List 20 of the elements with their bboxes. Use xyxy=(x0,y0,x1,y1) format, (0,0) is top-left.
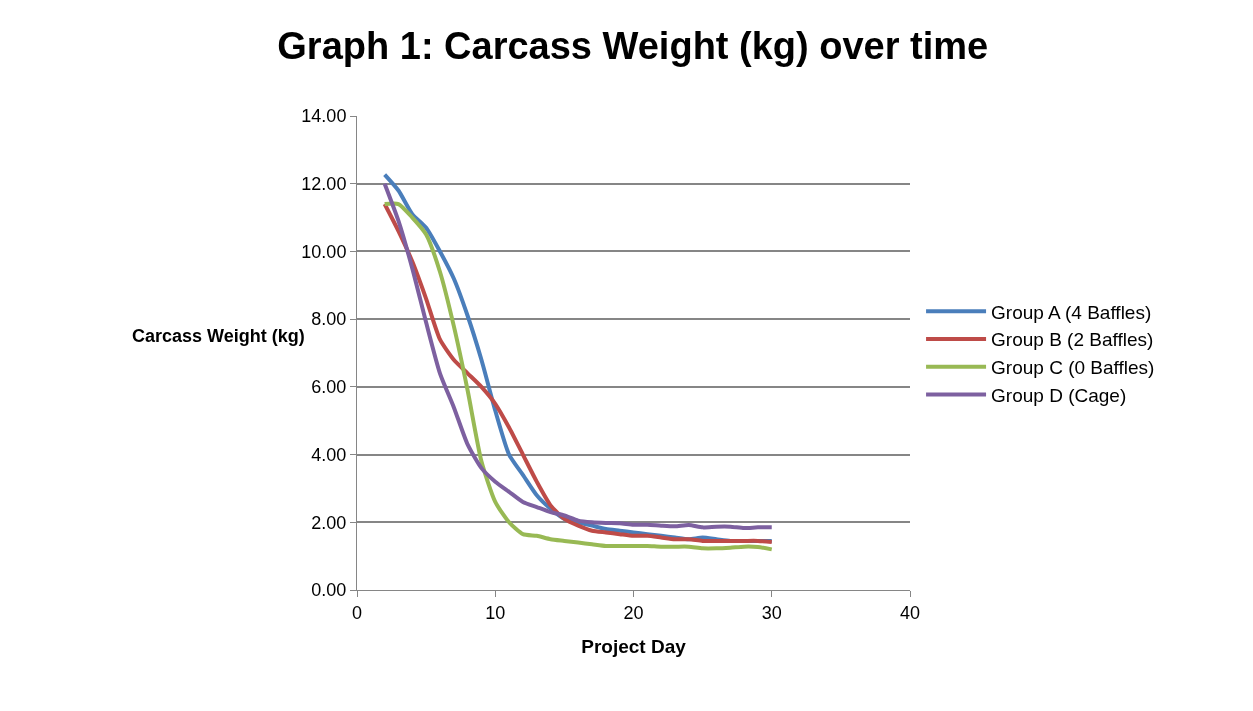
y-tick-label: 14.00 xyxy=(301,106,347,127)
x-tick-label: 20 xyxy=(623,602,644,623)
y-tick-label: 12.00 xyxy=(301,174,347,195)
x-tick-label: 40 xyxy=(899,602,921,623)
legend-label: Group B (2 Baffles) xyxy=(991,329,1154,351)
x-tick-label: 30 xyxy=(761,602,782,623)
y-tick-label: 4.00 xyxy=(311,444,347,465)
y-axis-title: Carcass Weight (kg) xyxy=(132,326,305,346)
chart-title: Graph 1: Carcass Weight (kg) over time xyxy=(277,24,989,67)
y-tick-label: 10.00 xyxy=(301,241,347,262)
legend-label: Group D (Cage) xyxy=(991,384,1127,406)
x-tick-label: 10 xyxy=(485,602,506,623)
y-tick-label: 2.00 xyxy=(311,512,347,533)
legend-label: Group A (4 Baffles) xyxy=(991,301,1152,323)
x-tick-label: 0 xyxy=(351,602,363,623)
legend-label: Group C (0 Baffles) xyxy=(991,357,1155,379)
x-axis-title: Project Day xyxy=(581,636,687,658)
y-tick-label: 8.00 xyxy=(311,309,347,330)
y-tick-label: 6.00 xyxy=(311,377,347,398)
y-tick-label: 0.00 xyxy=(311,580,347,601)
